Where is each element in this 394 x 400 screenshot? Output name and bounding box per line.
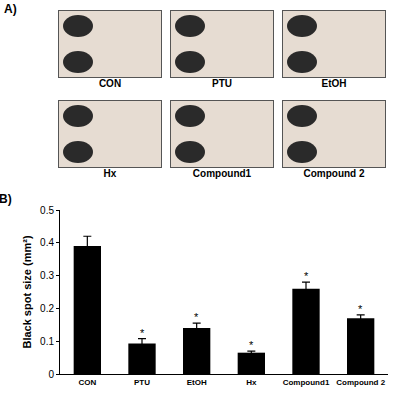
svg-text:B): B) bbox=[0, 192, 12, 206]
svg-text:Compound 2: Compound 2 bbox=[336, 378, 385, 387]
svg-text:0.2: 0.2 bbox=[40, 303, 54, 314]
svg-text:*: * bbox=[304, 270, 309, 282]
svg-text:*: * bbox=[140, 327, 145, 339]
svg-text:EtOH: EtOH bbox=[187, 378, 207, 387]
html-text:Compound1: Compound1 bbox=[192, 168, 252, 179]
svg-text:PTU: PTU bbox=[134, 378, 150, 387]
html-text:PTU: PTU bbox=[212, 78, 232, 89]
svg-text:0.3: 0.3 bbox=[40, 270, 54, 281]
svg-text:CON: CON bbox=[78, 378, 96, 387]
html-text:A): A) bbox=[4, 2, 17, 16]
svg-text:Compound1: Compound1 bbox=[283, 378, 330, 387]
svg-text:*: * bbox=[194, 311, 199, 323]
svg-text:0.4: 0.4 bbox=[40, 237, 54, 248]
svg-text:*: * bbox=[358, 303, 363, 315]
html-text:Hx: Hx bbox=[103, 168, 117, 179]
svg-text:*: * bbox=[249, 339, 254, 351]
svg-text:Black spot size (mm²): Black spot size (mm²) bbox=[21, 235, 33, 348]
html-text:EtOH: EtOH bbox=[321, 78, 347, 89]
svg-text:Hx: Hx bbox=[246, 378, 257, 387]
svg-text:0: 0 bbox=[48, 369, 54, 380]
html-text:CON: CON bbox=[98, 78, 122, 89]
svg-text:0.1: 0.1 bbox=[40, 336, 54, 347]
svg-text:0.5: 0.5 bbox=[40, 205, 54, 216]
html-text:Compound 2: Compound 2 bbox=[303, 168, 365, 179]
